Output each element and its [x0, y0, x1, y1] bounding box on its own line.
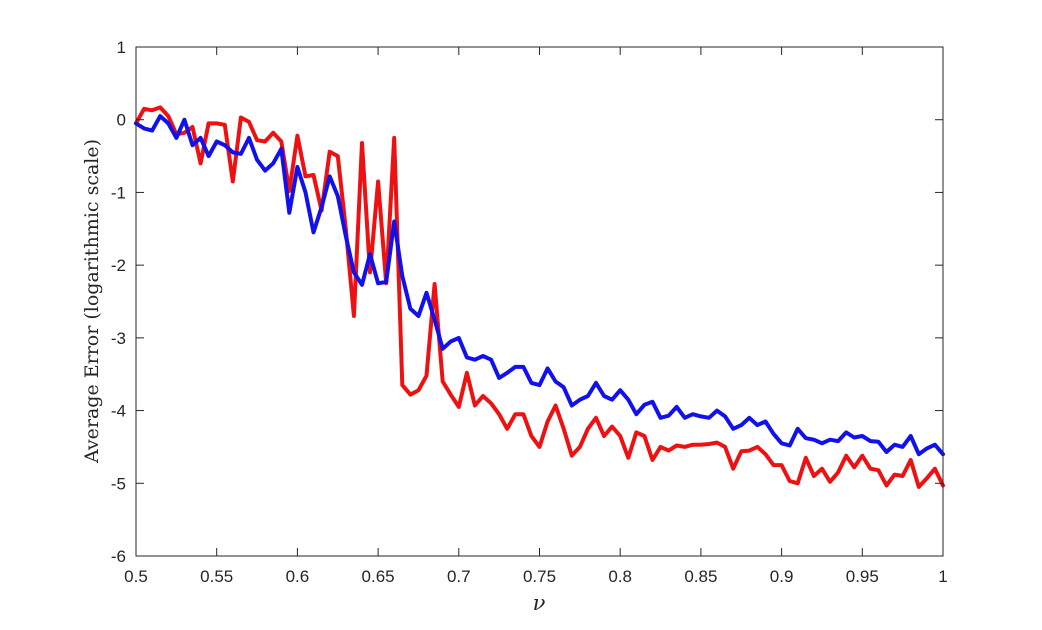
y-tick-label: -5: [111, 474, 126, 493]
y-axis-title: Average Error (logarithmic scale): [81, 139, 103, 464]
x-tick-label: 0.75: [523, 567, 556, 586]
tick-layer: 0.5 0.55 0.6 0.65 0.7 0.75 0.8 0.85 0.9 0.95 1 1 0 -1…: [111, 38, 948, 586]
y-tick-label: 1: [117, 38, 126, 57]
y-tick-label: 0: [117, 111, 126, 130]
x-tick-label: 0.85: [684, 567, 717, 586]
x-tick-label: 0.65: [362, 567, 395, 586]
x-tick-label: 0.9: [770, 567, 794, 586]
x-axis-title: ν: [533, 591, 546, 615]
series-layer: [134, 105, 945, 489]
x-tick-label: 0.5: [124, 567, 148, 586]
x-tick-label: 0.7: [447, 567, 471, 586]
plot-area: [136, 47, 943, 556]
x-tick-label: 0.6: [286, 567, 310, 586]
y-tick-label: -1: [111, 183, 126, 202]
x-tick-label: 0.55: [200, 567, 233, 586]
x-tick-label: 1: [938, 567, 947, 586]
blue-series-line: [134, 114, 945, 457]
y-tick-label: -3: [111, 329, 126, 348]
y-tick-label: -6: [111, 547, 126, 566]
x-tick-label: 0.8: [608, 567, 632, 586]
x-tick-label: 0.95: [846, 567, 879, 586]
red-series-line: [134, 105, 945, 489]
y-tick-label: -4: [111, 402, 126, 421]
y-tick-label: -2: [111, 256, 126, 275]
